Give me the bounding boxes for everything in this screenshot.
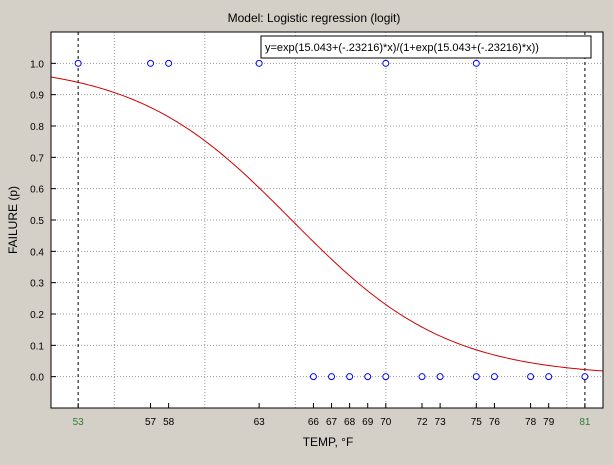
x-tick-label: 73 <box>435 417 447 428</box>
x-tick-label: 70 <box>380 417 392 428</box>
data-point <box>382 373 390 381</box>
plot-border <box>50 31 604 409</box>
y-tick-label: 0.6 <box>30 185 44 196</box>
data-point <box>364 373 372 381</box>
x-tick-label: 81 <box>579 417 591 428</box>
data-point <box>74 59 82 67</box>
y-axis-label: FAILURE (p) <box>6 186 20 254</box>
y-tick-label: 1.0 <box>30 59 44 70</box>
y-tick-label: 0.2 <box>30 310 44 321</box>
x-tick-label: 79 <box>543 417 555 428</box>
x-tick-label: 63 <box>254 417 266 428</box>
y-tick-label: 0.3 <box>30 279 44 290</box>
y-tick-label: 0.4 <box>30 247 44 258</box>
fit-curve <box>50 76 604 372</box>
x-tick-label: 69 <box>362 417 374 428</box>
data-point <box>309 373 317 381</box>
plot-area: 0.0 0.1 0.2 0.3 0.4 0.5 0.6 0.7 0.8 0.9 1.0 53 57 58 6… <box>30 31 604 428</box>
y-tick-label: 0.7 <box>30 153 44 164</box>
data-point <box>545 373 553 381</box>
x-tick-label: 76 <box>489 417 501 428</box>
x-tick-label: 53 <box>73 417 85 428</box>
y-tick-label: 0.5 <box>30 216 44 227</box>
data-point <box>346 373 354 381</box>
data-point <box>382 59 390 67</box>
x-tick-label: 66 <box>308 417 320 428</box>
x-axis-label: TEMP, °F <box>303 435 354 449</box>
data-point <box>165 59 173 67</box>
x-tick-label: 57 <box>145 417 157 428</box>
data-point <box>527 373 535 381</box>
x-tick-label: 67 <box>326 417 338 428</box>
chart-title: Model: Logistic regression (logit) <box>228 11 401 25</box>
equation-text: y=exp(15.043+(-.23216)*x)/(1+exp(15.043+… <box>265 42 539 54</box>
x-tick-label: 78 <box>525 417 537 428</box>
data-point <box>436 373 444 381</box>
data-point <box>490 373 498 381</box>
data-point <box>472 373 480 381</box>
data-point <box>147 59 155 67</box>
data-point <box>581 373 589 381</box>
x-tick-label: 75 <box>471 417 483 428</box>
equation-box <box>260 35 592 59</box>
y-tick-label: 0.0 <box>30 373 44 384</box>
y-tick-label: 0.8 <box>30 122 44 133</box>
x-tick-label: 58 <box>163 417 175 428</box>
data-point <box>328 373 336 381</box>
data-point <box>472 59 480 67</box>
data-point <box>255 59 263 67</box>
y-tick-label: 0.9 <box>30 91 44 102</box>
data-point <box>418 373 426 381</box>
y-tick-label: 0.1 <box>30 341 44 352</box>
x-tick-label: 68 <box>344 417 356 428</box>
x-tick-label: 72 <box>416 417 428 428</box>
